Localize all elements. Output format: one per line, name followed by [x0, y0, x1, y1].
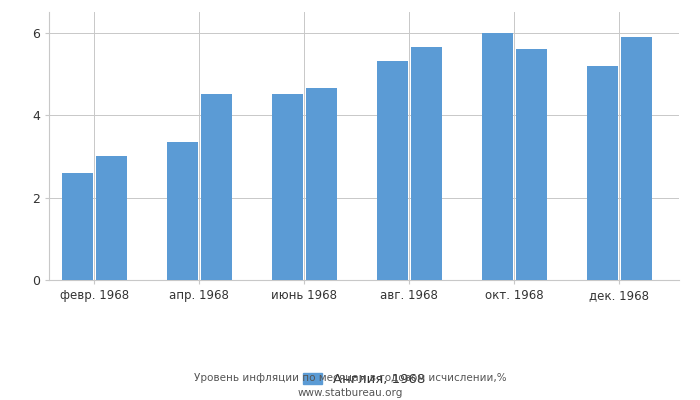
- Bar: [272, 94, 303, 280]
- Bar: [167, 142, 198, 280]
- Bar: [411, 47, 442, 280]
- Bar: [621, 37, 652, 280]
- Bar: [482, 33, 513, 280]
- Legend: Англия, 1968: Англия, 1968: [298, 367, 430, 391]
- Bar: [62, 173, 93, 280]
- Bar: [96, 156, 127, 280]
- Bar: [587, 66, 618, 280]
- Text: Уровень инфляции по месяцам в годовом исчислении,%: Уровень инфляции по месяцам в годовом ис…: [194, 373, 506, 383]
- Text: www.statbureau.org: www.statbureau.org: [298, 388, 402, 398]
- Bar: [201, 94, 232, 280]
- Bar: [306, 88, 337, 280]
- Bar: [516, 49, 547, 280]
- Bar: [377, 62, 408, 280]
